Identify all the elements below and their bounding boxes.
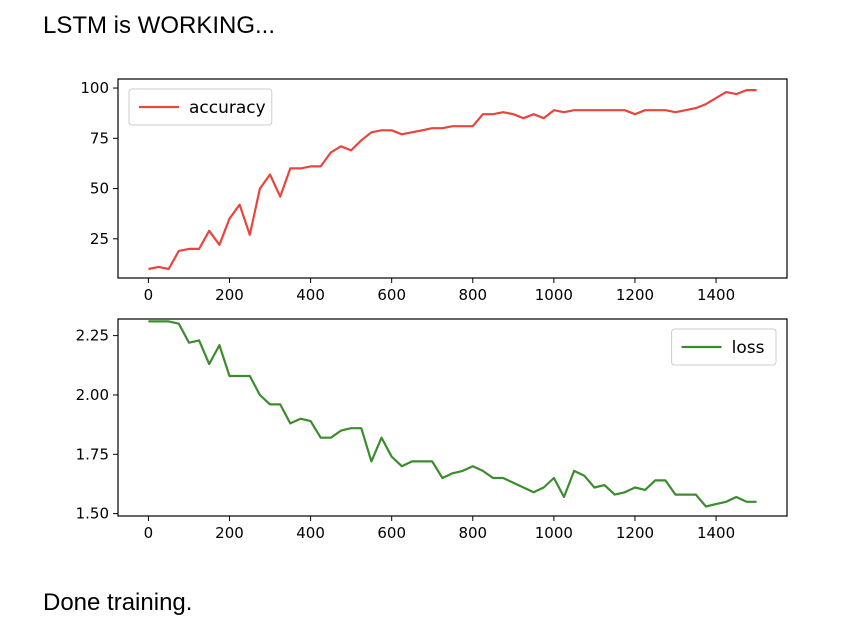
x-tick-label: 1000 [535,286,573,304]
x-tick-label: 1000 [535,524,573,542]
y-tick-label: 75 [90,129,109,147]
legend-box [671,328,777,366]
y-tick-label: 100 [80,79,109,97]
x-tick-label: 1400 [697,286,735,304]
plot-frame [117,78,788,279]
y-tick-label: 50 [90,180,109,198]
x-tick-label: 800 [458,286,487,304]
x-tick-label: 200 [215,524,244,542]
x-tick-label: 1200 [616,286,654,304]
y-tick-label: 1.75 [76,445,109,463]
x-tick-label: 800 [458,524,487,542]
loss-chart: 0 200 400 600 800 1000 1200 1400 1.50 1.75 2.00 2.2… [76,318,788,542]
series-line-accuracy [148,88,757,271]
x-tick-label: 1200 [616,524,654,542]
series-line-loss [148,320,757,508]
plot-frame [117,318,788,517]
x-tick-label: 400 [296,524,325,542]
legend-box [128,88,273,126]
status-message-working: LSTM is WORKING... [43,12,276,39]
x-tick-label: 600 [377,286,406,304]
y-tick-label: 25 [90,230,109,248]
legend-label-accuracy: accuracy [189,98,266,118]
x-tick-label: 0 [144,524,154,542]
legend: loss [671,328,777,366]
x-tick-label: 1400 [697,524,735,542]
x-tick-label: 200 [215,286,244,304]
y-tick-label: 2.25 [76,327,109,345]
y-tick-label: 1.50 [76,505,109,523]
x-tick-label: 400 [296,286,325,304]
x-tick-label: 600 [377,524,406,542]
accuracy-chart: 0 200 400 600 800 1000 1200 1400 25 50 75 100 accura… [80,78,788,304]
legend: accuracy [128,88,273,126]
y-tick-label: 2.00 [76,386,109,404]
status-message-done: Done training. [43,589,193,616]
legend-label-loss: loss [732,338,765,358]
x-tick-label: 0 [144,286,154,304]
